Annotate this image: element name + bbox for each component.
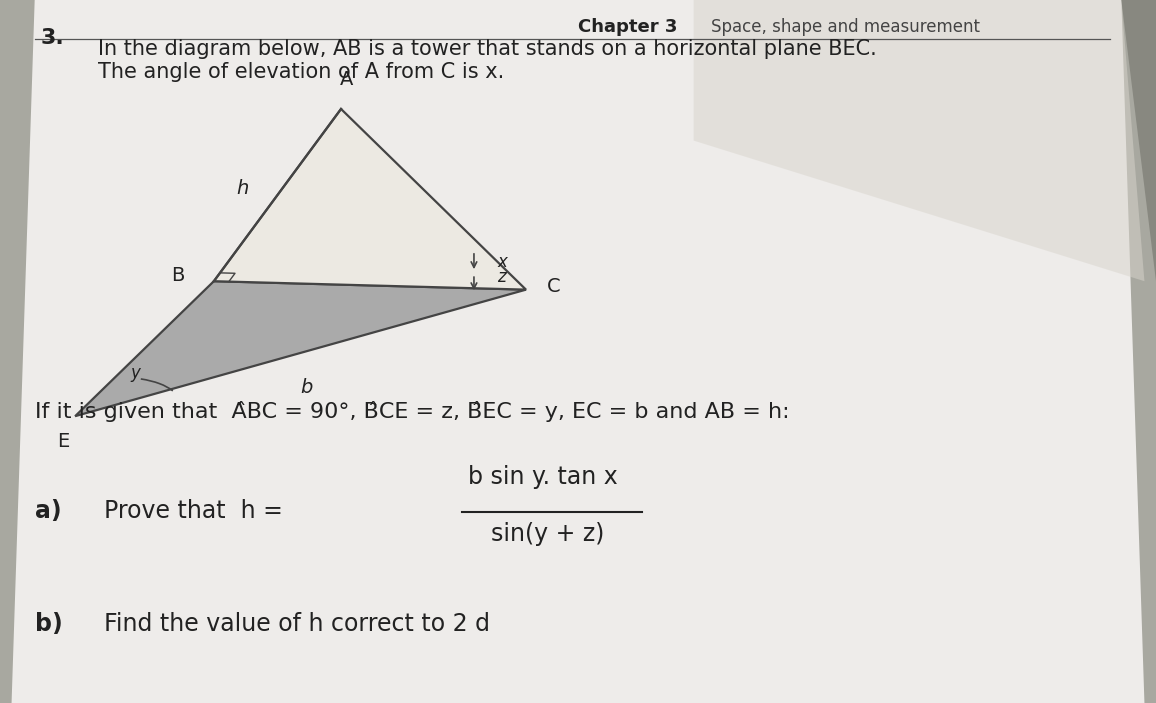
- Polygon shape: [948, 0, 1156, 281]
- Text: In the diagram below, AB is a tower that stands on a horizontal plane BEC.: In the diagram below, AB is a tower that…: [98, 39, 877, 58]
- Text: E: E: [58, 432, 69, 451]
- Text: b: b: [301, 378, 312, 396]
- Text: b): b): [35, 612, 62, 636]
- Text: Chapter 3: Chapter 3: [578, 18, 677, 36]
- Text: z: z: [497, 268, 506, 286]
- Text: y: y: [131, 364, 140, 382]
- Text: sin(y + z): sin(y + z): [491, 522, 605, 546]
- Text: Space, shape and measurement: Space, shape and measurement: [711, 18, 980, 36]
- Polygon shape: [694, 0, 1144, 281]
- Text: B: B: [171, 266, 185, 285]
- Text: C: C: [547, 276, 561, 296]
- Text: If it is given that  ÂBC = 90°, B̂CE = z, B̂EC = y, EC = b and AB = h:: If it is given that ÂBC = 90°, B̂CE = z…: [35, 401, 790, 422]
- Polygon shape: [75, 281, 526, 416]
- Text: a): a): [35, 499, 61, 523]
- Polygon shape: [12, 0, 1144, 703]
- Text: Prove that  h =: Prove that h =: [104, 499, 283, 523]
- Text: 3.: 3.: [40, 28, 65, 48]
- Text: A: A: [340, 70, 354, 89]
- Text: b sin y. tan x: b sin y. tan x: [468, 465, 618, 489]
- Text: The angle of elevation of A from C is x.: The angle of elevation of A from C is x.: [98, 62, 504, 82]
- Text: Find the value of h correct to 2 d: Find the value of h correct to 2 d: [104, 612, 490, 636]
- Polygon shape: [214, 109, 526, 290]
- Text: h: h: [236, 179, 249, 198]
- Text: x: x: [497, 253, 507, 271]
